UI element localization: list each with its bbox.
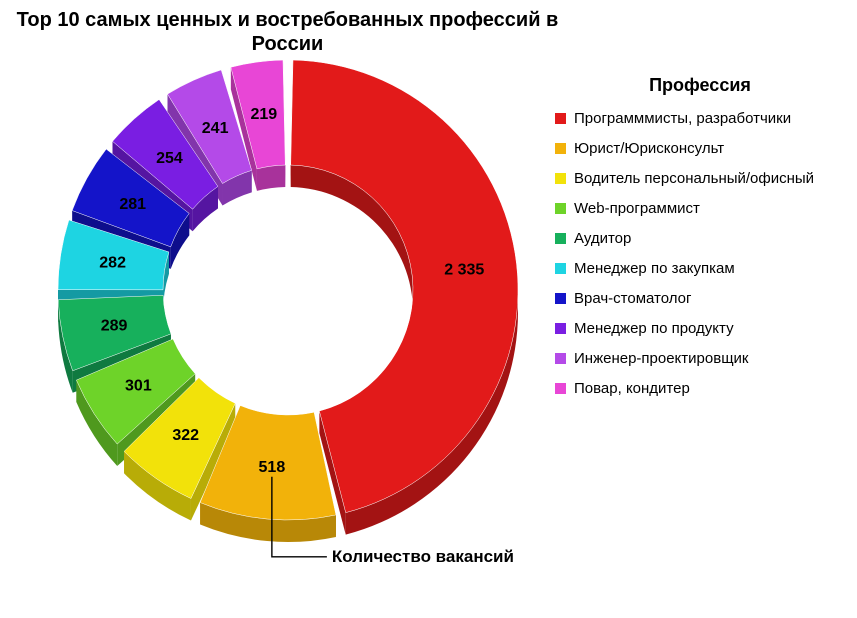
donut-chart: Top 10 самых ценных и востребованных про… (0, 0, 857, 618)
legend-title: Профессия (555, 75, 845, 96)
legend-label: Менеджер по продукту (574, 320, 734, 337)
legend-marker (555, 383, 566, 394)
legend-marker (555, 203, 566, 214)
slice-value-label: 518 (259, 459, 286, 476)
donut-svg: 2 335 518 322 301 289 282 281 254 241 219 (0, 0, 575, 580)
legend-item: Менеджер по продукту (555, 320, 845, 337)
legend-item: Повар, кондитер (555, 380, 845, 397)
slice-value-label: 219 (251, 106, 278, 123)
legend-marker (555, 353, 566, 364)
legend-label: Повар, кондитер (574, 380, 690, 397)
legend-item: Юрист/Юрисконсульт (555, 140, 845, 157)
legend: Профессия Программмисты, разработчики Юри… (555, 75, 845, 410)
legend-item: Врач-стоматолог (555, 290, 845, 307)
legend-items: Программмисты, разработчики Юрист/Юрискон… (555, 110, 845, 397)
legend-marker (555, 323, 566, 334)
slice-value-label: 281 (119, 196, 146, 213)
legend-label: Web-программист (574, 200, 700, 217)
legend-marker (555, 173, 566, 184)
slice-value-label: 289 (101, 317, 128, 334)
callout-label: Количество вакансий (332, 547, 514, 567)
legend-marker (555, 233, 566, 244)
legend-label: Менеджер по закупкам (574, 260, 735, 277)
slice-value-label: 254 (156, 150, 183, 167)
slice-value-label: 282 (99, 255, 126, 272)
chart-title: Top 10 самых ценных и востребованных про… (0, 8, 575, 56)
legend-item: Программмисты, разработчики (555, 110, 845, 127)
legend-marker (555, 143, 566, 154)
legend-item: Web-программист (555, 200, 845, 217)
legend-label: Юрист/Юрисконсульт (574, 140, 724, 157)
legend-item: Водитель персональный/офисный (555, 170, 845, 187)
slice-value-label: 2 335 (444, 261, 484, 278)
slice-value-label: 241 (202, 120, 229, 137)
legend-label: Аудитор (574, 230, 631, 247)
legend-label: Инженер-проектировщик (574, 350, 748, 367)
legend-item: Аудитор (555, 230, 845, 247)
legend-marker (555, 113, 566, 124)
legend-label: Водитель персональный/офисный (574, 170, 814, 187)
legend-marker (555, 263, 566, 274)
legend-marker (555, 293, 566, 304)
legend-item: Инженер-проектировщик (555, 350, 845, 367)
legend-label: Программмисты, разработчики (574, 110, 791, 127)
slice-value-label: 322 (172, 427, 199, 444)
slice-value-label: 301 (125, 378, 152, 395)
legend-item: Менеджер по закупкам (555, 260, 845, 277)
legend-label: Врач-стоматолог (574, 290, 692, 307)
